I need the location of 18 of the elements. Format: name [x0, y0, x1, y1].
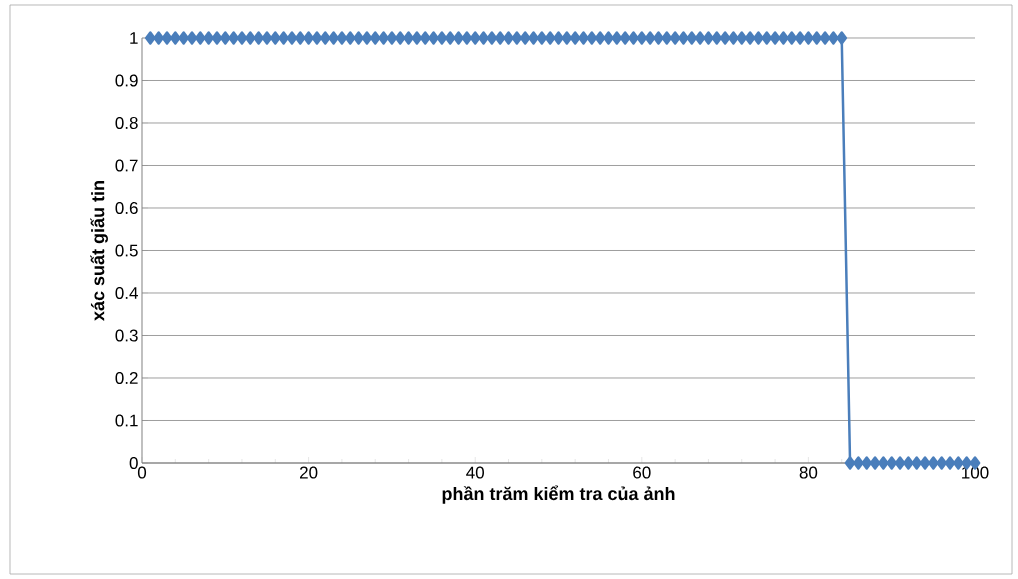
y-tick-label: 0.4	[115, 286, 138, 300]
x-axis-title: phần trăm kiểm tra của ảnh	[442, 485, 675, 504]
y-tick-label: 0.2	[115, 371, 138, 385]
x-tick-label: 40	[466, 466, 484, 479]
y-tick-label: 0	[129, 456, 138, 470]
y-tick-label: 0.1	[115, 414, 138, 427]
y-tick-label: 0.7	[115, 159, 138, 172]
y-tick-label: 0.8	[115, 116, 138, 130]
y-tick-label: 0.5	[115, 244, 138, 257]
x-tick-label: 20	[300, 466, 318, 479]
x-tick-label: 80	[799, 466, 818, 479]
y-axis-title: xác suất giấu tin	[90, 181, 108, 321]
y-tick-label: 0.9	[115, 74, 138, 87]
y-tick-label: 0.3	[115, 329, 138, 342]
x-tick-label: 60	[633, 466, 651, 479]
y-tick-label: 1	[130, 32, 138, 44]
x-tick-label: 0	[137, 466, 147, 479]
y-tick-label: 0.6	[115, 201, 138, 215]
